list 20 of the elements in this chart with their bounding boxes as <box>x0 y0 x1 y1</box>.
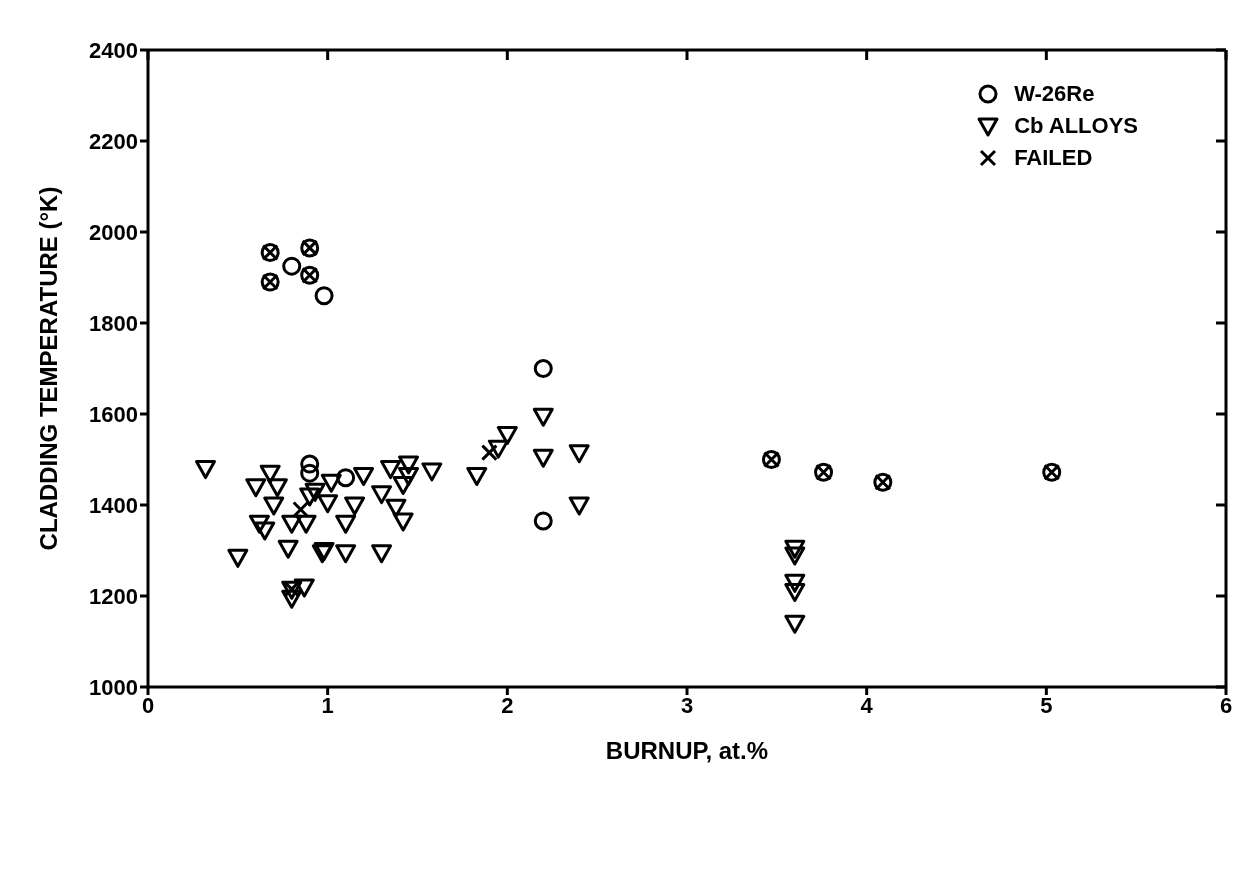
x-tick-label: 1 <box>321 692 334 718</box>
y-tick-label: 2400 <box>89 37 138 63</box>
x-tick-label: 2 <box>501 692 514 718</box>
y-axis-title: CLADDING TEMPERATURE (°K) <box>34 186 62 551</box>
y-tick-label: 2000 <box>89 219 138 245</box>
x-tick-label: 0 <box>141 692 155 718</box>
y-tick-label: 1800 <box>89 310 138 336</box>
y-tick-label: 1000 <box>89 674 138 700</box>
x-axis-title: BURNUP, at.% <box>605 737 769 764</box>
x-tick-label: 5 <box>1040 692 1053 718</box>
legend-label: W-26Re <box>1014 81 1095 107</box>
y-tick-label: 2200 <box>89 128 138 154</box>
legend-label: Cb ALLOYS <box>1014 113 1138 139</box>
x-tick-label: 4 <box>860 692 874 718</box>
y-tick-label: 1200 <box>89 583 138 609</box>
x-tick-label: 3 <box>680 692 694 718</box>
y-tick-label: 1600 <box>89 401 138 427</box>
y-tick-label: 1400 <box>89 492 138 518</box>
x-tick-label: 6 <box>1219 692 1233 718</box>
legend-label: FAILED <box>1014 145 1093 171</box>
